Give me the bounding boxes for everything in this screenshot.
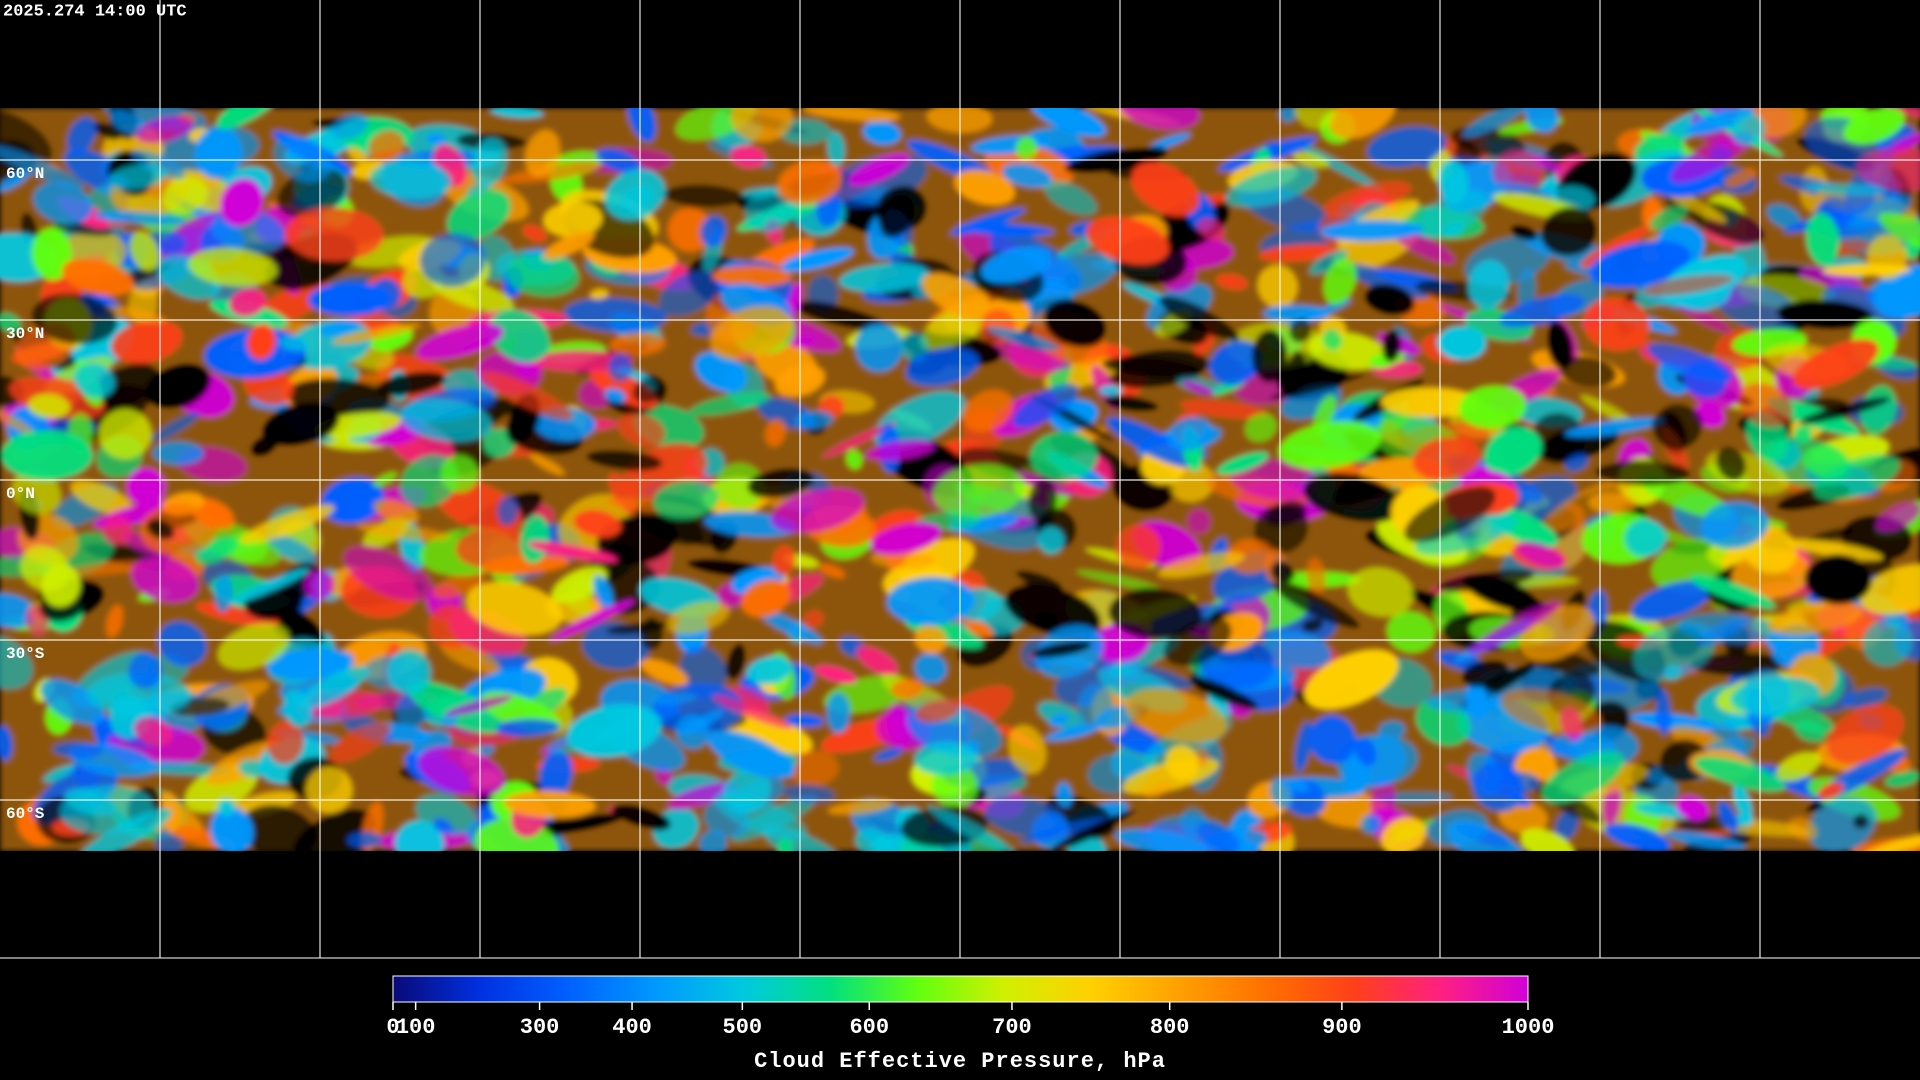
colorbar-title: Cloud Effective Pressure, hPa [754,1049,1166,1074]
timestamp: 2025.274 14:00 UTC [3,2,187,21]
colorbar-tick-label: 1000 [1502,1015,1555,1040]
colorbar-tick-label: 400 [612,1015,652,1040]
graticule [0,0,1920,958]
latitude-label: 60°S [6,805,45,823]
colorbar-tick-label: 500 [723,1015,763,1040]
colorbar-tick-label: 0 [386,1015,399,1040]
latitude-label: 30°S [6,645,45,663]
colorbar-tick-label: 600 [849,1015,889,1040]
colorbar-tick-label: 300 [520,1015,560,1040]
colorbar-tick-label: 800 [1150,1015,1190,1040]
colorbar-tick-label: 700 [992,1015,1032,1040]
latitude-label: 0°N [6,485,35,503]
latitude-label: 30°N [6,325,44,343]
colorbar-tick-label: 900 [1322,1015,1362,1040]
colorbar-tick-label: 100 [396,1015,436,1040]
latitude-label: 60°N [6,165,44,183]
colorbar [392,975,1529,1003]
